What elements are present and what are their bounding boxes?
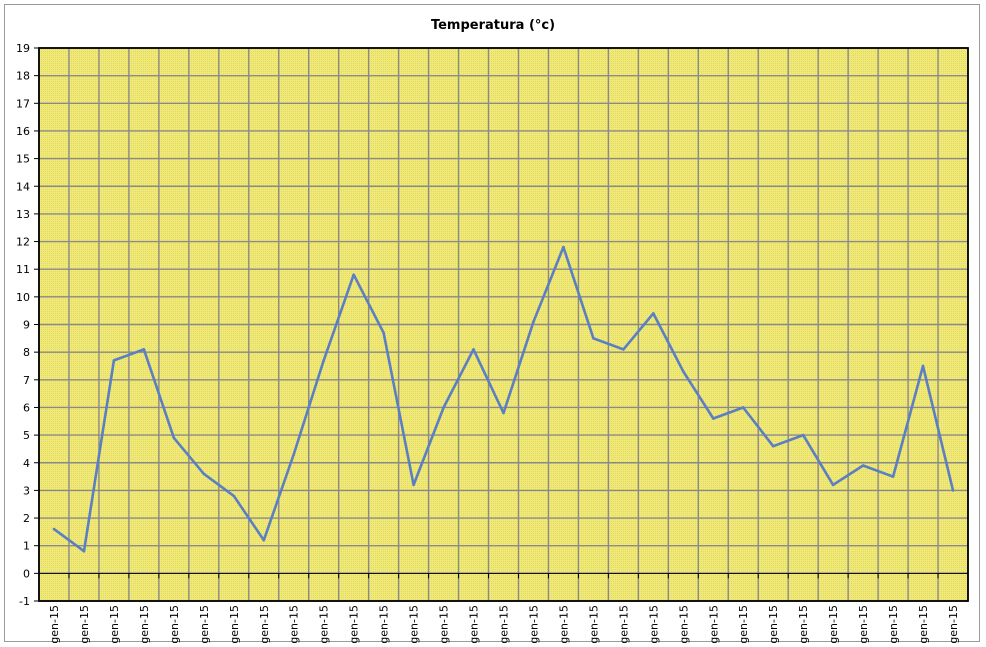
x-tick-label: 14-gen-15 [438, 605, 451, 643]
y-tick-label: 13 [16, 208, 30, 221]
x-tick-label: 4-gen-15 [138, 605, 151, 643]
x-tick-label: 17-gen-15 [527, 605, 540, 643]
data-point [741, 406, 745, 409]
x-tick-label: 27-gen-15 [827, 605, 840, 643]
data-point [52, 527, 56, 531]
y-tick-label: 18 [16, 70, 30, 83]
data-point [891, 475, 895, 478]
y-tick-label: 2 [23, 512, 30, 525]
data-point [711, 417, 715, 420]
x-tick-label: 15-gen-15 [468, 605, 481, 643]
data-point [142, 348, 146, 351]
data-point [921, 364, 925, 368]
x-tick-label: 28-gen-15 [857, 605, 870, 643]
y-tick-label: 7 [23, 374, 30, 387]
chart-title: Temperatura (°c) [431, 18, 555, 33]
data-point [112, 359, 116, 362]
data-point [801, 433, 805, 437]
y-tick-label: 6 [23, 401, 30, 414]
x-tick-label: 29-gen-15 [887, 605, 900, 643]
x-tick-label: 9-gen-15 [288, 605, 301, 643]
x-tick-label: 13-gen-15 [408, 605, 421, 643]
data-point [412, 483, 415, 487]
x-tick-label: 22-gen-15 [677, 605, 690, 643]
y-tick-label: 9 [23, 319, 30, 332]
y-tick-label: 4 [23, 457, 30, 470]
data-point [682, 370, 685, 373]
data-point [202, 472, 206, 476]
data-point [82, 549, 86, 553]
data-point [322, 359, 325, 362]
data-point [652, 312, 655, 315]
data-point [352, 273, 355, 277]
x-tick-label: 8-gen-15 [258, 605, 271, 643]
data-point [502, 411, 505, 415]
x-tick-label: 18-gen-15 [557, 605, 570, 643]
x-tick-label: 6-gen-15 [198, 605, 211, 643]
plot-border [38, 47, 969, 602]
x-tick-label: 11-gen-15 [348, 605, 361, 643]
data-point [172, 436, 176, 440]
data-point [292, 453, 296, 456]
x-tick-label: 25-gen-15 [767, 605, 780, 643]
y-tick-label: 1 [23, 540, 30, 553]
data-point [532, 320, 535, 324]
data-point [232, 494, 236, 498]
y-tick-label: 0 [23, 567, 30, 580]
y-tick-label: 11 [16, 263, 30, 276]
x-tick-label: 3-gen-15 [108, 605, 121, 643]
x-tick-label: 16-gen-15 [498, 605, 511, 643]
y-tick-label: 16 [16, 125, 30, 138]
y-tick-label: 5 [23, 429, 30, 442]
x-tick-label: 24-gen-15 [737, 605, 750, 643]
data-point [562, 245, 565, 249]
x-tick-label: 7-gen-15 [228, 605, 241, 643]
x-tick-label: 30-gen-15 [917, 605, 930, 643]
y-tick-label: 19 [16, 42, 30, 55]
data-point [382, 331, 385, 335]
x-tick-label: 19-gen-15 [587, 605, 600, 643]
data-point [442, 406, 445, 409]
x-tick-label: 26-gen-15 [797, 605, 810, 643]
data-point [622, 348, 625, 351]
y-tick-label: 8 [23, 346, 30, 359]
y-tick-label: 15 [16, 153, 30, 166]
y-tick-label: 14 [16, 180, 30, 193]
x-tick-label: 10-gen-15 [318, 605, 331, 643]
x-tick-label: 2-gen-15 [78, 605, 91, 643]
line-chart: Temperatura (°c) -1012345678910111213141… [16, 18, 969, 643]
y-tick-label: -1 [19, 595, 30, 608]
x-tick-label: 23-gen-15 [707, 605, 720, 643]
y-tick-label: 17 [16, 97, 30, 110]
data-point [262, 538, 266, 542]
x-tick-label: 31-gen-15 [947, 605, 960, 643]
x-tick-label: 20-gen-15 [617, 605, 630, 643]
data-point [771, 444, 775, 448]
y-tick-label: 3 [23, 484, 30, 497]
y-tick-label: 10 [16, 291, 30, 304]
data-point [592, 337, 595, 340]
x-tick-label: 12-gen-15 [378, 605, 391, 643]
chart-frame: Temperatura (°c) -1 0 1 2 3 4 5 6 7 8 9 10 11 12 13 14 1… [4, 4, 980, 643]
x-tick-label: 5-gen-15 [168, 605, 181, 643]
x-tick-label: 1-gen-15 [48, 605, 61, 643]
data-point [951, 489, 955, 492]
y-tick-label: 12 [16, 236, 30, 249]
x-tick-label: 21-gen-15 [647, 605, 660, 643]
data-point [861, 464, 865, 467]
data-point [472, 348, 475, 351]
data-point [831, 483, 835, 487]
